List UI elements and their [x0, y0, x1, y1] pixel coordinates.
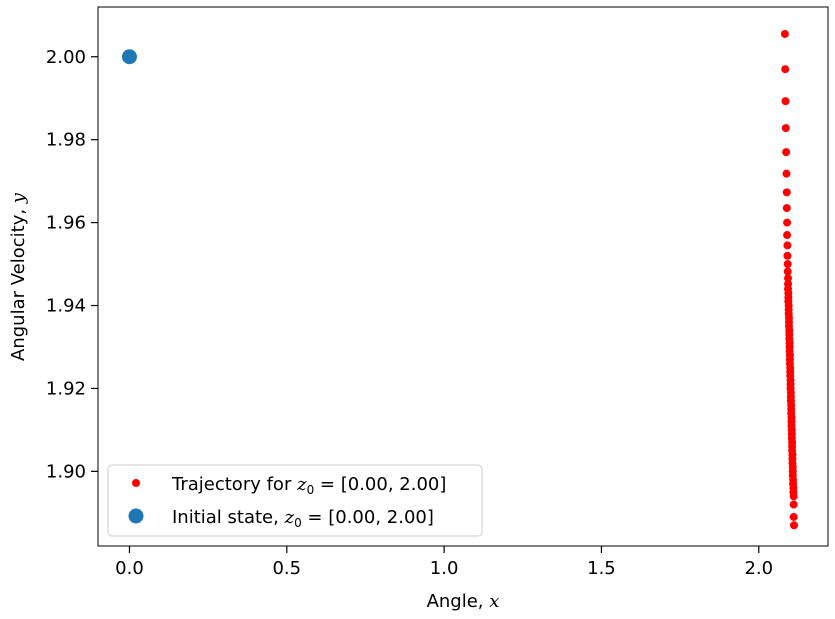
x-tick-label: 1.0	[430, 558, 459, 579]
legend-entry-initial-suffix: = [0.00, 2.00]	[302, 507, 434, 528]
trajectory-point	[783, 267, 792, 276]
trajectory-point	[783, 218, 792, 227]
y-tick-label: 1.94	[46, 296, 86, 317]
legend-entry-initial-math: z	[284, 507, 295, 528]
trajectory-point	[781, 97, 790, 106]
trajectory-point	[789, 500, 798, 509]
y-tick-label: 1.96	[46, 213, 86, 234]
trajectory-point	[782, 148, 791, 157]
trajectory-point	[790, 521, 799, 530]
trajectory-point	[789, 492, 798, 501]
legend-entry-initial-sub: 0	[294, 516, 302, 530]
legend-entry-initial: Initial state, z0 = [0.00, 2.00]	[172, 507, 434, 530]
y-axis-label-text: Angular Velocity,	[8, 203, 29, 361]
x-axis-label-var: x	[489, 591, 499, 612]
trajectory-point	[781, 65, 790, 74]
y-tick-label: 2.00	[46, 47, 86, 68]
y-tick-label: 1.98	[46, 130, 86, 151]
trajectory-point	[789, 512, 798, 521]
trajectory-point	[783, 251, 792, 260]
initial-state-point	[121, 49, 137, 65]
legend-entry-trajectory-math: z	[296, 474, 307, 495]
plot-frame	[97, 6, 829, 547]
trajectory-point	[780, 29, 789, 38]
legend-entry-trajectory: Trajectory for z0 = [0.00, 2.00]	[171, 474, 446, 497]
legend: Trajectory for z0 = [0.00, 2.00] Initial…	[107, 464, 483, 537]
legend-entry-trajectory-sub: 0	[307, 483, 315, 497]
y-axis-label-var: y	[8, 192, 29, 204]
trajectory-point	[781, 124, 790, 133]
trajectory-point	[783, 260, 792, 269]
legend-box	[107, 464, 483, 537]
x-axis-label-text: Angle,	[427, 591, 490, 612]
y-tick-label: 1.90	[46, 461, 86, 482]
x-tick-label: 1.5	[587, 558, 616, 579]
plot-area	[121, 29, 799, 530]
trajectory-point	[782, 169, 791, 178]
trajectory-point	[784, 274, 793, 283]
trajectory-point	[782, 204, 791, 213]
trajectory-point	[783, 241, 792, 250]
legend-entry-trajectory-suffix: = [0.00, 2.00]	[314, 474, 446, 495]
legend-entry-trajectory-prefix: Trajectory for	[171, 474, 297, 495]
y-tick-label: 1.92	[46, 378, 86, 399]
legend-marker-initial	[128, 508, 144, 524]
x-tick-label: 0.5	[272, 558, 301, 579]
x-tick-label: 0.0	[115, 558, 144, 579]
trajectory-point	[783, 231, 792, 240]
x-axis-label: Angle, x	[427, 591, 500, 612]
axes: 0.0 0.5 1.0 1.5 2.0 1.90 1.92 1.94 1.96 1.98 2.00	[46, 6, 829, 579]
x-tick-label: 2.0	[744, 558, 773, 579]
legend-entry-initial-prefix: Initial state,	[172, 507, 285, 528]
legend-marker-trajectory	[132, 479, 140, 487]
trajectory-point	[782, 188, 791, 197]
y-axis-label: Angular Velocity, y	[8, 192, 29, 361]
